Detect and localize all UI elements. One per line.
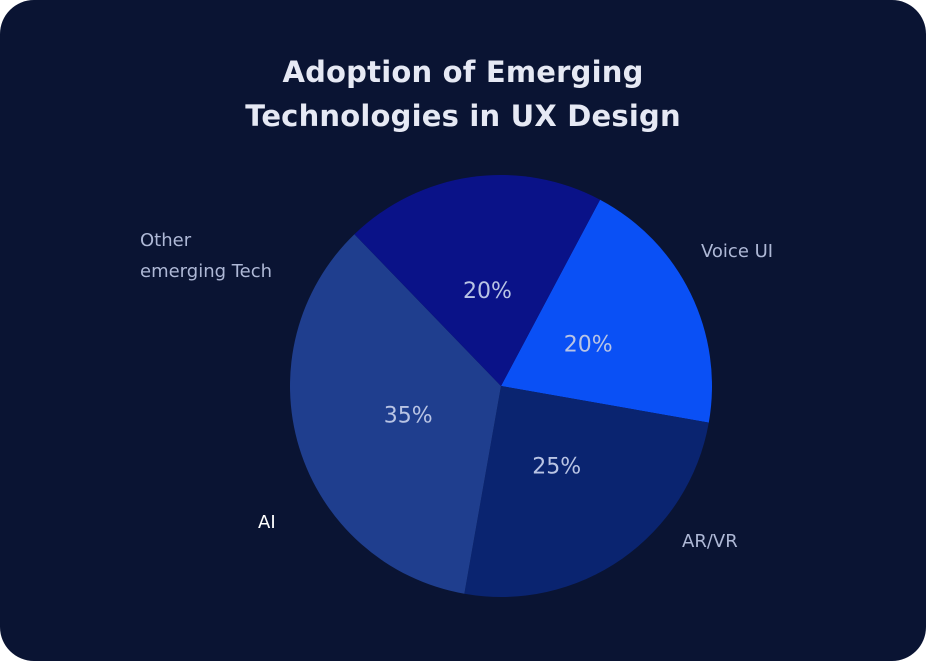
category-label-voice-ui: Voice UI	[701, 241, 773, 262]
slice-value-label-ai: 35%	[384, 403, 433, 428]
category-label-line: AI	[258, 512, 276, 533]
chart-title: Adoption of Emerging Technologies in UX …	[0, 50, 926, 138]
category-label-line: emerging Tech	[140, 261, 272, 282]
pie-slice-ai	[290, 234, 501, 594]
category-label-line: Voice UI	[701, 241, 773, 262]
slice-value-label-ar-vr: 25%	[532, 455, 581, 480]
pie-slice-voice-ui	[501, 199, 712, 423]
chart-title-line-1: Adoption of Emerging	[282, 55, 644, 89]
category-label-line: AR/VR	[682, 531, 738, 552]
slice-value-label-other-emerging-tech: 20%	[463, 279, 512, 304]
slice-value-label-voice-ui: 20%	[564, 333, 613, 358]
category-label-ai: AI	[258, 512, 276, 533]
category-label-other-emerging-tech: Other emerging Tech	[140, 230, 272, 282]
pie-slice-ar-vr	[464, 386, 709, 597]
category-label-ar-vr: AR/VR	[682, 531, 738, 552]
pie-slice-other-emerging-tech	[354, 175, 601, 386]
category-label-line: Other	[140, 230, 192, 251]
chart-title-line-2: Technologies in UX Design	[245, 99, 681, 133]
